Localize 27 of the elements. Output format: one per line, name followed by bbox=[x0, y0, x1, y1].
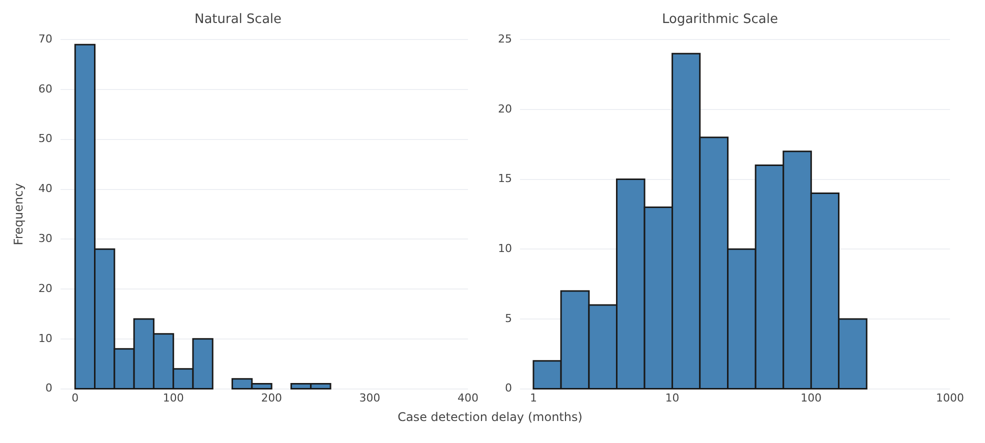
chart-title: Logarithmic Scale bbox=[662, 12, 778, 28]
y-tick-label: 40 bbox=[38, 182, 52, 196]
y-tick-label: 60 bbox=[38, 82, 52, 96]
x-tick-label: 1000 bbox=[936, 391, 964, 404]
y-tick-label: 5 bbox=[504, 312, 512, 325]
x-tick-label: 100 bbox=[162, 391, 184, 404]
y-tick-label: 30 bbox=[38, 232, 52, 245]
y-tick-label: 70 bbox=[38, 32, 52, 46]
y-tick-label: 0 bbox=[45, 382, 52, 395]
x-tick-label: 400 bbox=[458, 391, 478, 404]
x-axis-title: Case detection delay (months) bbox=[396, 410, 584, 424]
x-tick-label: 100 bbox=[800, 391, 822, 404]
x-tick-label: 300 bbox=[359, 391, 380, 404]
y-tick-label: 15 bbox=[498, 172, 512, 186]
y-axis-title: Frequency bbox=[11, 183, 26, 246]
y-tick-label: 50 bbox=[38, 132, 52, 146]
y-tick-label: 20 bbox=[498, 102, 512, 116]
y-tick-label: 10 bbox=[38, 332, 52, 345]
y-tick-label: 0 bbox=[504, 382, 512, 395]
y-tick-label: 10 bbox=[498, 242, 512, 255]
y-tick-label: 20 bbox=[38, 282, 52, 295]
x-tick-label: 200 bbox=[261, 391, 282, 404]
x-tick-label: 0 bbox=[72, 391, 79, 404]
x-tick-label: 10 bbox=[665, 391, 680, 404]
chart-title: Natural Scale bbox=[194, 12, 282, 28]
x-tick-label: 1 bbox=[530, 391, 537, 404]
y-tick-label: 25 bbox=[498, 32, 512, 46]
